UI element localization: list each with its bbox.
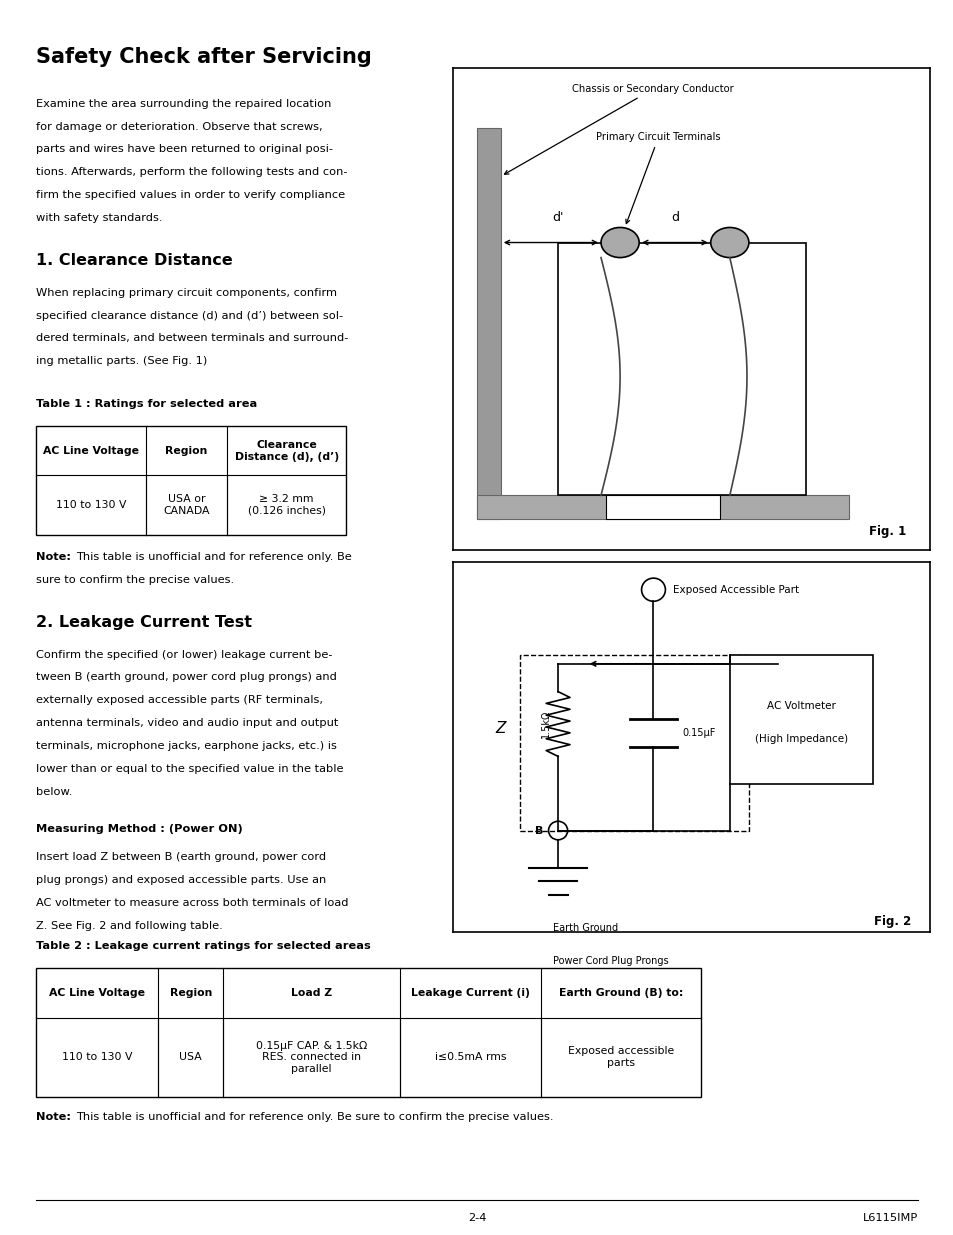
Bar	[558, 242, 805, 495]
Text: 110 to 130 V: 110 to 130 V	[56, 500, 126, 510]
Text: Z. See Fig. 2 and following table.: Z. See Fig. 2 and following table.	[36, 920, 223, 931]
Text: Chassis or Secondary Conductor: Chassis or Secondary Conductor	[504, 84, 734, 174]
Text: AC Line Voltage: AC Line Voltage	[43, 446, 139, 456]
Text: B: B	[535, 825, 543, 836]
Text: below.: below.	[36, 787, 72, 797]
Text: specified clearance distance (d) and (d’) between sol-: specified clearance distance (d) and (d’…	[36, 311, 343, 321]
Text: Load Z: Load Z	[291, 988, 332, 998]
Text: 110 to 130 V: 110 to 130 V	[62, 1052, 132, 1062]
Text: Exposed accessible
parts: Exposed accessible parts	[567, 1046, 674, 1068]
Text: terminals, microphone jacks, earphone jacks, etc.) is: terminals, microphone jacks, earphone ja…	[36, 741, 336, 751]
Text: d: d	[670, 211, 679, 225]
Text: i≤0.5mA rms: i≤0.5mA rms	[435, 1052, 505, 1062]
Text: plug prongs) and exposed accessible parts. Use an: plug prongs) and exposed accessible part…	[36, 874, 326, 885]
Text: externally exposed accessible parts (RF terminals,: externally exposed accessible parts (RF …	[36, 695, 323, 705]
Text: USA: USA	[179, 1052, 202, 1062]
Text: Earth Ground: Earth Ground	[553, 924, 618, 934]
Text: parts and wires have been returned to original posi-: parts and wires have been returned to or…	[36, 144, 333, 154]
Text: lower than or equal to the specified value in the table: lower than or equal to the specified val…	[36, 763, 343, 774]
Text: AC Line Voltage: AC Line Voltage	[50, 988, 145, 998]
Text: This table is unofficial and for reference only. Be sure to confirm the precise : This table is unofficial and for referen…	[76, 1112, 554, 1121]
Text: Note:: Note:	[36, 1112, 71, 1121]
Text: 0.15μF: 0.15μF	[681, 729, 715, 739]
Text: Measuring Method : (Power ON): Measuring Method : (Power ON)	[36, 824, 243, 835]
Text: Exposed Accessible Part: Exposed Accessible Part	[672, 584, 798, 595]
Text: Region: Region	[170, 988, 212, 998]
Bar	[36, 968, 700, 1097]
Text: Region: Region	[165, 446, 208, 456]
Text: 2-4: 2-4	[467, 1213, 486, 1223]
Ellipse shape	[710, 227, 748, 258]
Text: Fig. 1: Fig. 1	[868, 525, 905, 537]
Text: antenna terminals, video and audio input and output: antenna terminals, video and audio input…	[36, 719, 338, 729]
Ellipse shape	[600, 227, 639, 258]
Text: When replacing primary circuit components, confirm: When replacing primary circuit component…	[36, 288, 337, 298]
Text: Insert load Z between B (earth ground, power cord: Insert load Z between B (earth ground, p…	[36, 852, 326, 862]
Text: for damage or deterioration. Observe that screws,: for damage or deterioration. Observe tha…	[36, 122, 322, 132]
Bar	[729, 655, 872, 784]
Text: AC Voltmeter: AC Voltmeter	[766, 701, 835, 711]
Bar	[36, 426, 346, 535]
Text: dered terminals, and between terminals and surround-: dered terminals, and between terminals a…	[36, 333, 348, 343]
Text: (High Impedance): (High Impedance)	[754, 734, 847, 743]
Text: Primary Circuit Terminals: Primary Circuit Terminals	[596, 132, 720, 224]
Text: Safety Check after Servicing: Safety Check after Servicing	[36, 47, 372, 67]
Text: USA or
CANADA: USA or CANADA	[163, 494, 210, 516]
Text: L6115IMP: L6115IMP	[862, 1213, 917, 1223]
Text: Earth Ground (B) to:: Earth Ground (B) to:	[558, 988, 682, 998]
Text: Table 2 : Leakage current ratings for selected areas: Table 2 : Leakage current ratings for se…	[36, 941, 371, 951]
Text: tions. Afterwards, perform the following tests and con-: tions. Afterwards, perform the following…	[36, 168, 348, 178]
Text: Fig. 2: Fig. 2	[873, 915, 910, 927]
Text: Z: Z	[495, 721, 506, 736]
Text: 1.5kΩ: 1.5kΩ	[540, 710, 551, 739]
Bar	[476, 495, 848, 520]
Bar	[605, 495, 720, 520]
Text: 2. Leakage Current Test: 2. Leakage Current Test	[36, 615, 252, 630]
Bar	[519, 655, 748, 831]
Text: with safety standards.: with safety standards.	[36, 214, 163, 224]
Text: 1. Clearance Distance: 1. Clearance Distance	[36, 253, 233, 268]
Text: 0.15μF CAP. & 1.5kΩ
RES. connected in
parallel: 0.15μF CAP. & 1.5kΩ RES. connected in pa…	[255, 1041, 367, 1073]
Text: AC voltmeter to measure across both terminals of load: AC voltmeter to measure across both term…	[36, 898, 349, 908]
Text: Note:: Note:	[36, 552, 71, 562]
Text: tween B (earth ground, power cord plug prongs) and: tween B (earth ground, power cord plug p…	[36, 673, 336, 683]
Text: sure to confirm the precise values.: sure to confirm the precise values.	[36, 576, 234, 585]
Text: ing metallic parts. (See Fig. 1): ing metallic parts. (See Fig. 1)	[36, 357, 208, 367]
Bar	[476, 128, 500, 520]
Text: ≥ 3.2 mm
(0.126 inches): ≥ 3.2 mm (0.126 inches)	[248, 494, 325, 516]
Text: This table is unofficial and for reference only. Be: This table is unofficial and for referen…	[76, 552, 352, 562]
Text: Leakage Current (i): Leakage Current (i)	[411, 988, 529, 998]
Text: Clearance
Distance (d), (d’): Clearance Distance (d), (d’)	[234, 440, 338, 462]
Text: Power Cord Plug Prongs: Power Cord Plug Prongs	[553, 956, 668, 966]
Text: Examine the area surrounding the repaired location: Examine the area surrounding the repaire…	[36, 99, 332, 109]
Text: Confirm the specified (or lower) leakage current be-: Confirm the specified (or lower) leakage…	[36, 650, 333, 659]
Text: firm the specified values in order to verify compliance: firm the specified values in order to ve…	[36, 190, 345, 200]
Text: d': d'	[552, 211, 563, 225]
Text: Table 1 : Ratings for selected area: Table 1 : Ratings for selected area	[36, 399, 257, 409]
